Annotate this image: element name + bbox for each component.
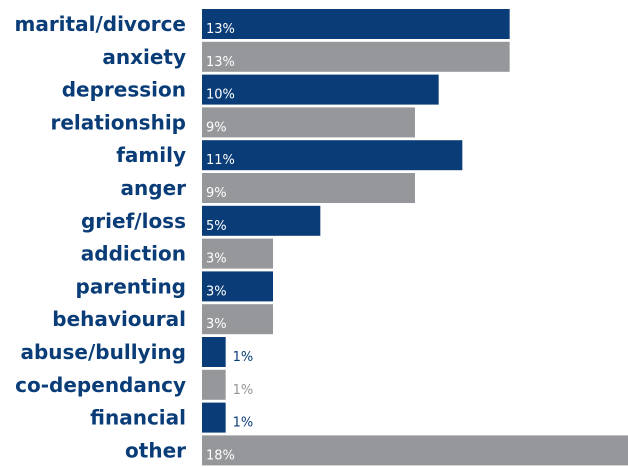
category-label: family — [116, 143, 186, 167]
value-label: 1% — [233, 416, 254, 431]
bar — [202, 41, 510, 72]
category-label: co-dependancy — [15, 373, 186, 397]
category-label: parenting — [76, 274, 186, 298]
category-label: marital/divorce — [14, 12, 186, 36]
value-label: 10% — [206, 88, 235, 103]
category-label: grief/loss — [81, 209, 186, 233]
bar — [202, 9, 510, 39]
bar — [202, 74, 439, 105]
bar — [202, 140, 463, 171]
bar — [202, 173, 415, 203]
category-label: abuse/bullying — [20, 340, 186, 364]
bar — [202, 369, 226, 400]
value-label: 3% — [206, 252, 227, 267]
category-label: relationship — [51, 110, 187, 134]
category-label: anxiety — [102, 45, 186, 69]
value-label: 13% — [206, 22, 235, 37]
category-label: other — [125, 438, 186, 462]
bar — [202, 238, 273, 269]
bar — [202, 435, 628, 466]
value-label: 9% — [206, 120, 227, 135]
value-label: 18% — [206, 448, 235, 463]
value-label: 3% — [206, 317, 227, 332]
bar — [202, 205, 321, 236]
value-label: 3% — [206, 284, 227, 299]
value-label: 11% — [206, 153, 235, 168]
category-label: depression — [62, 78, 186, 102]
bar — [202, 337, 226, 367]
value-label: 13% — [206, 55, 235, 70]
category-label: financial — [90, 406, 186, 430]
bar — [202, 304, 273, 335]
category-label: anger — [121, 176, 187, 200]
value-label: 1% — [233, 383, 254, 398]
category-label: addiction — [81, 242, 186, 266]
category-label: behavioural — [52, 307, 186, 331]
bars-group: marital/divorce 13% anxiety 13% depression 10… — [14, 9, 628, 466]
value-label: 5% — [206, 219, 227, 234]
value-label: 1% — [233, 350, 254, 365]
bar — [202, 271, 273, 302]
bar — [202, 402, 226, 433]
bar — [202, 107, 415, 138]
value-label: 9% — [206, 186, 227, 201]
